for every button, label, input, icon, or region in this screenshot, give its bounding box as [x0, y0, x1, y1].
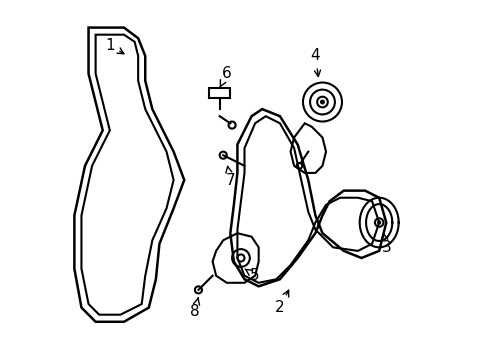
Text: 8: 8 — [190, 298, 199, 319]
Text: 6: 6 — [220, 66, 231, 87]
Text: 4: 4 — [310, 49, 320, 76]
Circle shape — [377, 221, 380, 224]
Circle shape — [320, 100, 324, 104]
Text: 1: 1 — [105, 38, 123, 54]
Text: 7: 7 — [225, 166, 235, 188]
Text: 3: 3 — [381, 234, 390, 255]
Text: 5: 5 — [244, 268, 260, 283]
Text: 2: 2 — [275, 290, 288, 315]
